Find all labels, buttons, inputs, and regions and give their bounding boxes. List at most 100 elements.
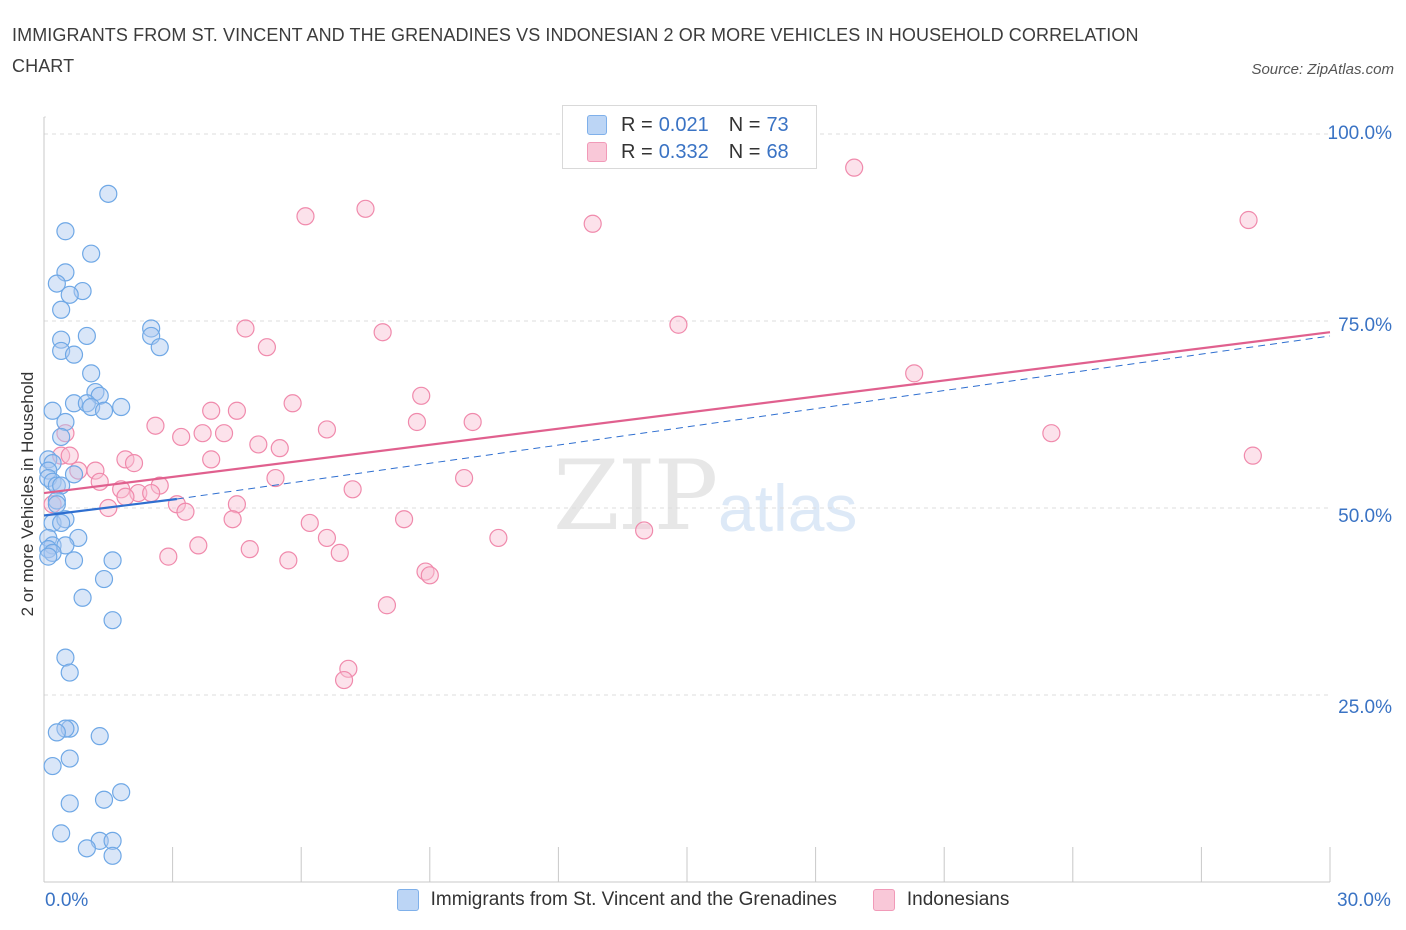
point-indonesian (189, 536, 208, 555)
legend-swatch-pink (587, 142, 607, 162)
trendline-st-vincent (43, 497, 178, 517)
point-st-vincent (43, 756, 62, 776)
point-st-vincent (56, 412, 75, 432)
point-st-vincent (112, 397, 131, 417)
point-indonesian (172, 427, 191, 447)
y-tick-100: 100.0% (1327, 123, 1392, 144)
point-indonesian (339, 659, 358, 678)
point-indonesian (420, 566, 439, 585)
point-indonesian (142, 483, 161, 503)
point-indonesian (317, 420, 337, 439)
point-st-vincent (90, 727, 109, 746)
point-indonesian (227, 401, 246, 420)
point-indonesian (635, 521, 654, 540)
point-st-vincent (77, 326, 96, 346)
point-indonesian (146, 416, 165, 435)
point-indonesian (343, 480, 362, 499)
x-tick-max: 30.0% (1337, 890, 1391, 911)
chart-title: IMMIGRANTS FROM ST. VINCENT AND THE GREN… (12, 25, 1139, 76)
point-st-vincent (52, 513, 71, 533)
point-st-vincent (52, 300, 71, 319)
point-indonesian (227, 495, 246, 514)
legend-n-value: 73 (766, 113, 789, 136)
legend-label-indonesians: Indonesians (906, 889, 1010, 910)
series-legend: Immigrants from St. Vincent and the Gren… (0, 889, 1406, 911)
legend-row-blue: R = 0.021 N = 73 (587, 112, 789, 138)
legend-item-st-vincent: Immigrants from St. Vincent and the Gren… (396, 889, 837, 911)
point-st-vincent (39, 547, 58, 566)
point-indonesian (583, 214, 602, 233)
legend-label-st-vincent: Immigrants from St. Vincent and the Gren… (430, 889, 837, 910)
point-indonesian (412, 386, 431, 405)
point-indonesian (236, 319, 255, 338)
point-st-vincent (60, 749, 79, 768)
point-st-vincent (82, 364, 101, 383)
point-st-vincent (150, 338, 169, 357)
x-tick-min: 0.0% (45, 890, 89, 911)
point-st-vincent (82, 244, 101, 263)
point-indonesian (240, 540, 259, 559)
point-st-vincent (103, 846, 122, 865)
point-st-vincent (99, 184, 118, 203)
legend-swatch-blue (396, 889, 419, 911)
point-indonesian (249, 435, 268, 454)
legend-row-pink: R = 0.332 N = 68 (587, 139, 789, 165)
point-st-vincent (52, 824, 71, 843)
point-st-vincent (56, 222, 75, 241)
point-indonesian (223, 510, 242, 529)
point-indonesian (463, 412, 482, 432)
point-indonesian (124, 454, 144, 473)
point-st-vincent (39, 461, 58, 480)
point-st-vincent (103, 551, 122, 570)
point-indonesian (283, 394, 302, 413)
y-tick-75: 75.0% (1338, 315, 1392, 336)
legend-r-value: 0.332 (658, 140, 709, 163)
point-indonesian (193, 424, 212, 443)
point-st-vincent (77, 839, 96, 858)
point-indonesian (454, 468, 474, 488)
point-indonesian (296, 207, 315, 226)
point-st-vincent (73, 588, 92, 607)
legend-n-value: 68 (766, 140, 789, 163)
point-st-vincent (94, 790, 114, 809)
legend-r-label: R = (621, 113, 653, 136)
point-indonesian (669, 315, 688, 334)
point-indonesian (202, 401, 221, 420)
legend-item-indonesians: Indonesians (872, 889, 1010, 911)
legend-r-label: R = (621, 140, 653, 163)
point-st-vincent (52, 427, 71, 447)
point-st-vincent (64, 465, 84, 484)
trendline-indonesians (43, 331, 1331, 495)
point-st-vincent (47, 274, 66, 293)
point-st-vincent (103, 611, 122, 630)
legend-r-value: 0.021 (658, 113, 709, 136)
trendline-extension-st-vincent (176, 335, 1331, 500)
point-st-vincent (47, 723, 66, 742)
point-st-vincent (60, 794, 79, 813)
point-indonesian (257, 338, 277, 357)
point-st-vincent (64, 394, 84, 413)
y-tick-50: 50.0% (1338, 506, 1392, 527)
point-st-vincent (112, 783, 131, 802)
point-indonesian (394, 510, 414, 529)
legend-swatch-blue (587, 115, 607, 135)
point-indonesian (377, 596, 397, 615)
legend-n-label: N = (728, 113, 761, 136)
point-indonesian (334, 670, 354, 690)
point-st-vincent (94, 569, 114, 589)
point-st-vincent (47, 495, 66, 514)
legend-swatch-pink (872, 889, 895, 911)
y-tick-25: 25.0% (1338, 697, 1392, 718)
point-indonesian (116, 487, 135, 506)
source-label: Source: ZipAtlas.com (1251, 61, 1394, 78)
correlation-legend: R = 0.021 N = 73 R = 0.332 N = 68 (562, 105, 817, 169)
point-indonesian (202, 450, 221, 469)
point-indonesian (845, 158, 864, 177)
point-indonesian (300, 513, 319, 533)
point-indonesian (1042, 424, 1061, 443)
point-indonesian (407, 412, 427, 432)
point-indonesian (373, 323, 392, 342)
point-indonesian (214, 424, 234, 443)
point-st-vincent (94, 401, 114, 420)
point-indonesian (279, 551, 298, 570)
